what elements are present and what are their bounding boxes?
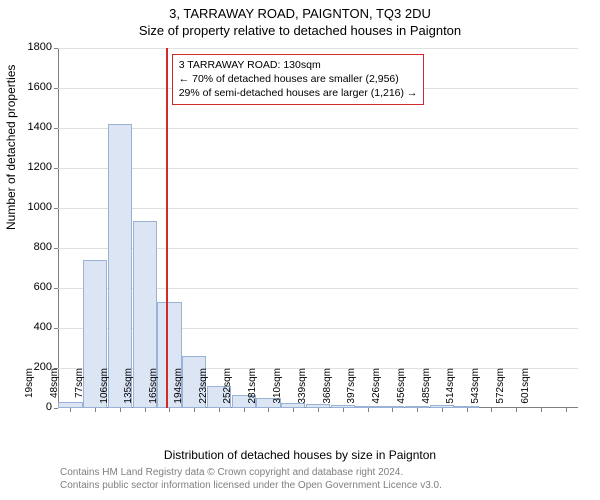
xtick-mark [169,408,170,412]
ytick-label: 800 [12,241,52,253]
xtick-mark [194,408,195,412]
xtick-label: 426sqm [371,368,382,418]
xtick-mark [268,408,269,412]
gridline [58,48,578,49]
xtick-label: 165sqm [148,368,159,418]
gridline [58,128,578,129]
annotation-line2: ← 70% of detached houses are smaller (2,… [179,72,418,86]
ytick-mark [54,128,58,129]
ytick-label: 1400 [12,121,52,133]
y-axis-line [58,48,59,408]
xtick-mark [145,408,146,412]
xtick-mark [219,408,220,412]
ytick-mark [54,168,58,169]
gridline [58,208,578,209]
xtick-label: 368sqm [322,368,333,418]
ytick-mark [54,328,58,329]
ytick-mark [54,208,58,209]
xtick-label: 135sqm [123,368,134,418]
ytick-mark [54,288,58,289]
annotation-line1: 3 TARRAWAY ROAD: 130sqm [179,58,418,72]
title-sub: Size of property relative to detached ho… [0,21,600,38]
ytick-label: 1200 [12,161,52,173]
xtick-mark [392,408,393,412]
xtick-label: 77sqm [74,368,85,418]
ytick-label: 1600 [12,81,52,93]
xtick-mark [566,408,567,412]
xtick-label: 252sqm [222,368,233,418]
xtick-label: 485sqm [421,368,432,418]
ytick-mark [54,48,58,49]
ytick-label: 1000 [12,201,52,213]
attribution-line1: Contains HM Land Registry data © Crown c… [60,466,442,479]
title-main: 3, TARRAWAY ROAD, PAIGNTON, TQ3 2DU [0,0,600,21]
xtick-mark [293,408,294,412]
xtick-label: 310sqm [272,368,283,418]
xtick-mark [491,408,492,412]
xtick-label: 19sqm [24,368,35,418]
xtick-label: 397sqm [346,368,357,418]
xtick-label: 194sqm [173,368,184,418]
xtick-mark [70,408,71,412]
xtick-label: 514sqm [445,368,456,418]
chart-area: 02004006008001000120014001600180019sqm48… [58,48,578,408]
xtick-mark [516,408,517,412]
xtick-label: 106sqm [99,368,110,418]
annotation-line3: 29% of semi-detached houses are larger (… [179,86,418,100]
xtick-label: 339sqm [297,368,308,418]
xtick-label: 48sqm [49,368,60,418]
xtick-mark [343,408,344,412]
xtick-label: 281sqm [247,368,258,418]
xtick-mark [244,408,245,412]
xtick-label: 456sqm [396,368,407,418]
root-container: 3, TARRAWAY ROAD, PAIGNTON, TQ3 2DU Size… [0,0,600,500]
xtick-label: 572sqm [495,368,506,418]
ytick-label: 1800 [12,41,52,53]
ytick-label: 600 [12,281,52,293]
annotation-box: 3 TARRAWAY ROAD: 130sqm← 70% of detached… [172,54,425,105]
xtick-mark [541,408,542,412]
gridline [58,168,578,169]
xtick-mark [442,408,443,412]
xtick-mark [95,408,96,412]
histogram-bar [108,124,132,408]
reference-line [166,48,168,408]
attribution-text: Contains HM Land Registry data © Crown c… [60,466,442,492]
xtick-mark [368,408,369,412]
ytick-label: 400 [12,321,52,333]
xtick-label: 543sqm [470,368,481,418]
x-axis-label: Distribution of detached houses by size … [0,448,600,462]
xtick-mark [467,408,468,412]
xtick-label: 223sqm [198,368,209,418]
xtick-mark [120,408,121,412]
ytick-mark [54,88,58,89]
xtick-mark [417,408,418,412]
ytick-mark [54,248,58,249]
attribution-line2: Contains public sector information licen… [60,479,442,492]
xtick-label: 601sqm [520,368,531,418]
xtick-mark [318,408,319,412]
plot-region: 02004006008001000120014001600180019sqm48… [58,48,578,408]
